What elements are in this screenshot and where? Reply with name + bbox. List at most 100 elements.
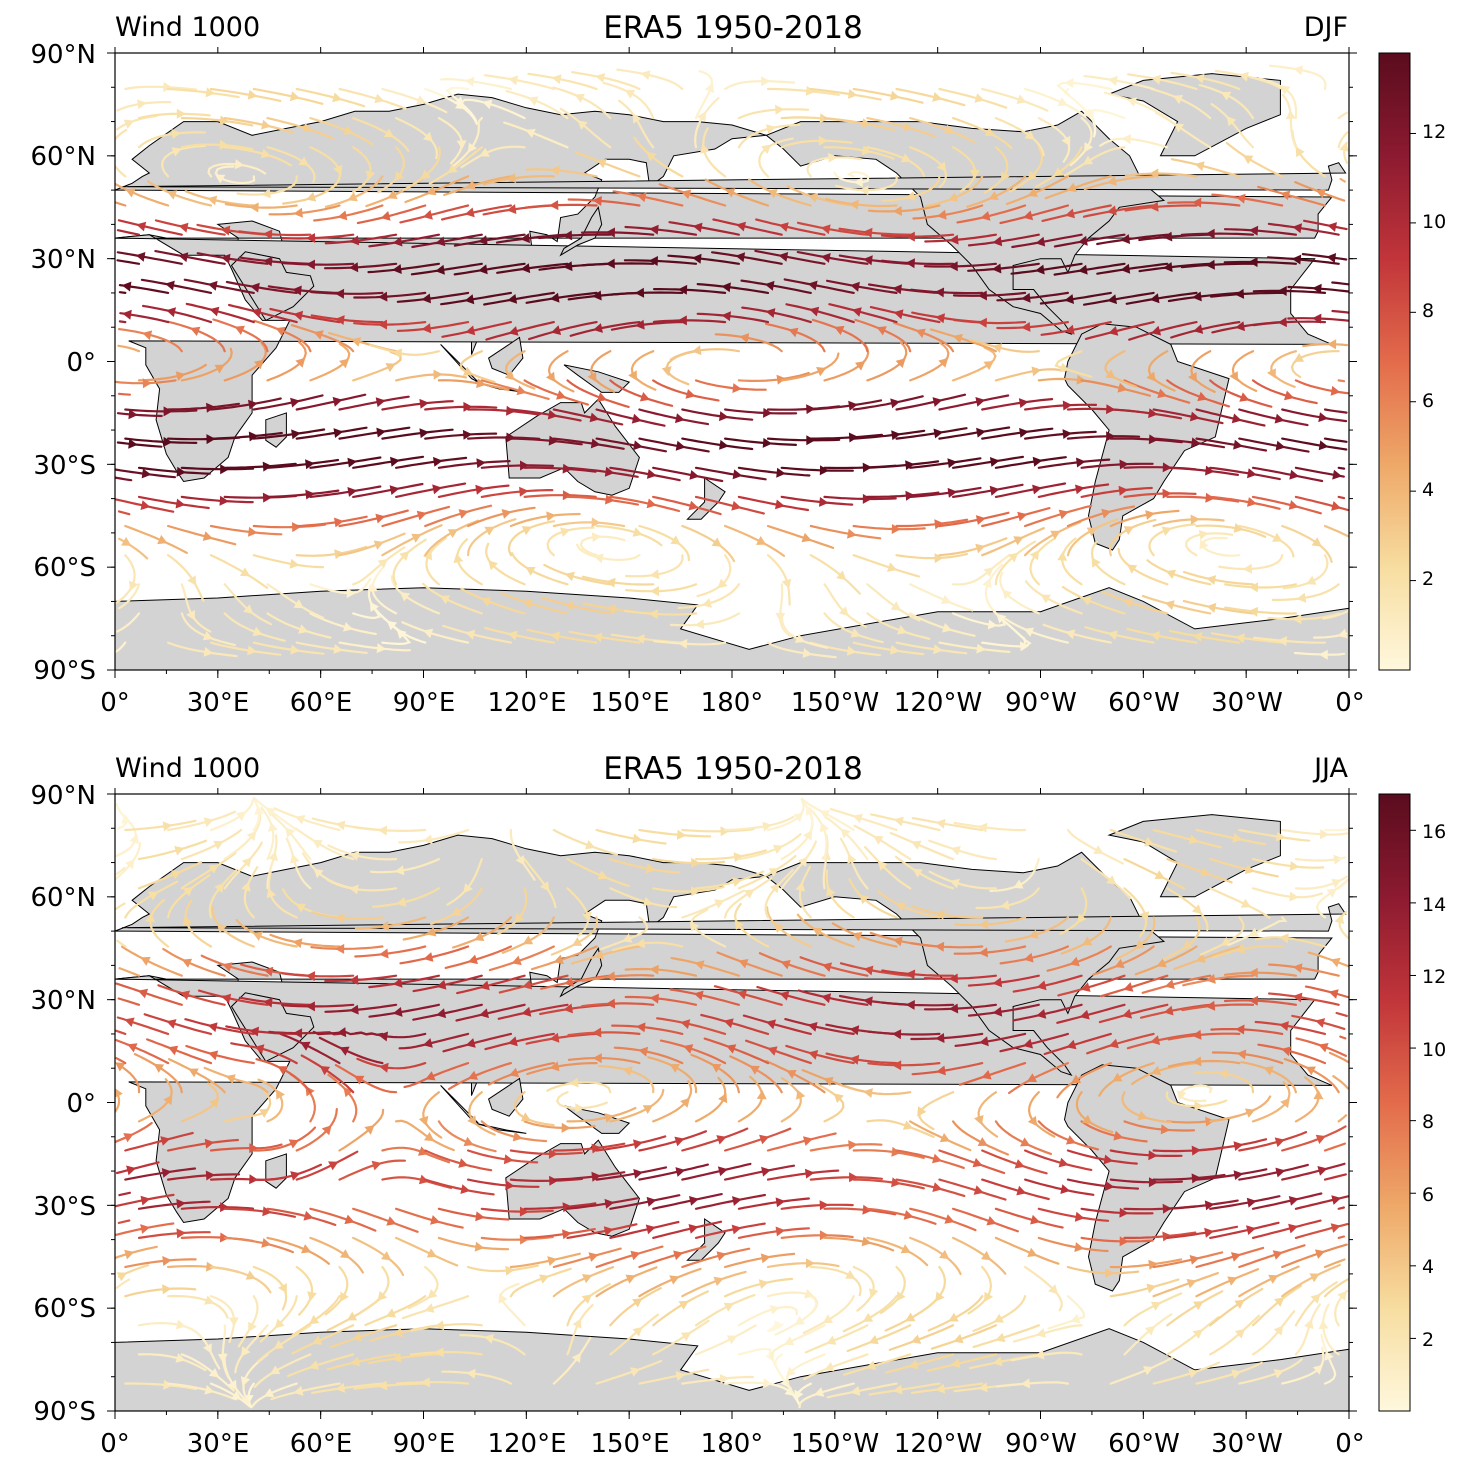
streamline-arrowhead <box>307 1291 317 1302</box>
streamline-arrowhead <box>354 1075 365 1085</box>
streamline-arrowhead <box>821 993 832 1004</box>
streamline-arrowhead <box>186 610 195 621</box>
streamline-arrowhead <box>1189 1255 1200 1265</box>
streamline-arrowhead <box>293 207 303 218</box>
streamline <box>1023 87 1087 118</box>
streamline-arrowhead <box>249 1143 259 1154</box>
streamline <box>1008 1062 1069 1095</box>
streamline-arrowhead <box>1288 1196 1299 1206</box>
streamline-arrowhead <box>1226 116 1237 127</box>
streamline-arrowhead <box>1106 205 1117 216</box>
streamline <box>252 1163 322 1182</box>
streamline-arrowhead <box>1160 1124 1171 1135</box>
streamline-arrowhead <box>290 1171 301 1181</box>
streamline-arrowhead <box>367 582 378 592</box>
streamline-arrowhead <box>1191 437 1201 448</box>
streamline-arrowhead <box>1292 992 1303 1003</box>
streamline-arrowhead <box>807 280 818 291</box>
streamline <box>117 985 1349 1006</box>
streamline <box>459 1334 526 1356</box>
streamline-arrowhead <box>1107 630 1118 641</box>
streamline <box>327 844 398 861</box>
streamline <box>252 87 324 105</box>
streamline <box>881 175 941 202</box>
streamline <box>371 567 398 615</box>
streamline-arrowhead <box>820 253 831 263</box>
streamline <box>167 1138 239 1152</box>
streamline-arrowhead <box>992 343 1003 353</box>
streamline <box>1223 228 1297 236</box>
streamline-arrowhead <box>794 1315 806 1325</box>
streamline <box>799 956 869 977</box>
streamline <box>137 1078 173 1123</box>
streamline-arrowhead <box>802 648 813 658</box>
streamline-arrowhead <box>973 1185 984 1195</box>
streamline-arrowhead <box>1151 74 1162 85</box>
streamline <box>667 254 740 265</box>
streamline <box>1281 1263 1341 1298</box>
streamline-arrowhead <box>239 567 251 577</box>
streamline <box>1267 612 1340 621</box>
streamline <box>424 1178 495 1196</box>
streamline <box>146 1038 213 1065</box>
streamline <box>823 815 869 861</box>
streamline <box>552 86 612 120</box>
streamline-arrowhead <box>137 99 147 110</box>
streamline <box>295 1150 359 1181</box>
streamline <box>952 1236 1007 1275</box>
streamline <box>295 1108 338 1152</box>
streamline-arrowhead <box>981 1250 992 1261</box>
streamline <box>624 609 698 616</box>
streamline-arrowhead <box>349 262 359 273</box>
streamline <box>352 546 406 586</box>
streamline <box>952 146 976 193</box>
streamline <box>523 379 589 406</box>
streamline <box>1282 554 1329 590</box>
streamline-arrowhead <box>719 411 729 422</box>
streamline <box>994 1236 1060 1265</box>
streamline-arrowhead <box>900 1244 911 1254</box>
streamline <box>652 379 720 402</box>
streamline-arrowhead <box>775 499 785 510</box>
streamline <box>399 945 470 965</box>
streamline-arrowhead <box>1292 223 1302 234</box>
streamline <box>295 87 366 108</box>
streamline <box>609 379 674 407</box>
streamline-arrowhead <box>719 439 729 450</box>
streamline <box>1210 103 1255 149</box>
streamline <box>826 279 898 294</box>
streamline <box>611 941 684 952</box>
streamline <box>1210 291 1284 298</box>
streamline <box>823 1236 895 1252</box>
streamline <box>501 916 555 954</box>
streamline-arrowhead <box>1331 878 1342 889</box>
streamline-arrowhead <box>932 1182 943 1192</box>
streamline-arrowhead <box>605 971 616 982</box>
streamline-arrowhead <box>937 209 947 220</box>
streamline <box>758 137 794 178</box>
streamline <box>1214 69 1284 91</box>
streamline-arrowhead <box>289 91 300 102</box>
streamline <box>1251 1284 1303 1327</box>
streamline-arrowhead <box>553 954 564 965</box>
colorbar-tick-label: 12 <box>1422 966 1447 988</box>
streamline <box>266 117 335 140</box>
streamline-arrowhead <box>577 120 588 130</box>
streamline-arrowhead <box>594 949 604 960</box>
streamline <box>1281 524 1333 563</box>
streamline-arrowhead <box>1144 1325 1155 1336</box>
streamline-arrowhead <box>1289 891 1299 902</box>
streamline <box>889 832 955 861</box>
streamline-arrowhead <box>562 490 572 501</box>
streamline <box>446 858 483 906</box>
streamline <box>1126 1032 1198 1050</box>
streamline-arrowhead <box>263 966 274 977</box>
streamline-arrowhead <box>1176 1090 1187 1101</box>
streamline-arrowhead <box>868 1335 879 1345</box>
streamline <box>609 887 678 909</box>
streamline-arrowhead <box>290 397 300 408</box>
streamline-arrowhead <box>723 1302 734 1312</box>
streamline-arrowhead <box>861 145 872 156</box>
streamline-arrowhead <box>374 93 385 104</box>
y-tick-label: 30°N <box>30 245 96 275</box>
